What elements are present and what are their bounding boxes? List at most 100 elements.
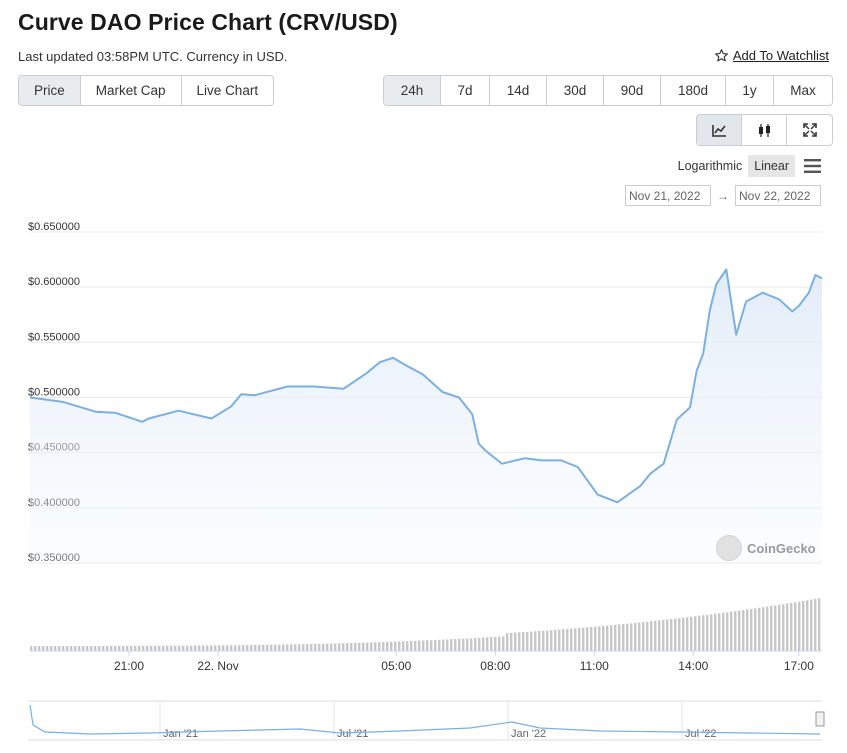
volume-bar [586,627,589,651]
volume-bar [518,632,521,651]
range-1y[interactable]: 1y [726,76,774,105]
volume-bar [42,645,45,651]
y-tick-label: $0.650000 [28,221,80,233]
volume-bar [778,604,781,651]
fullscreen-icon [802,123,817,137]
volume-bar [362,642,365,651]
volume-bar [326,643,329,651]
volume-bar [774,605,777,651]
volume-bar [566,628,569,651]
volume-bar [802,601,805,651]
volume-bar [710,614,713,651]
volume-bar [742,610,745,651]
volume-bar [694,616,697,651]
fullscreen-button[interactable] [787,115,832,145]
volume-bar [298,644,301,651]
volume-bar [174,645,177,651]
volume-bar [206,645,209,651]
tab-price[interactable]: Price [19,76,81,105]
volume-bar [730,611,733,651]
tab-live-chart[interactable]: Live Chart [196,83,259,98]
volume-bar [146,645,149,651]
volume-bar [198,645,201,651]
chart-type-tabs: Price Market Cap Live Chart [18,75,275,106]
range-24h[interactable]: 24h [384,76,441,105]
volume-bar [318,643,321,651]
volume-bar [422,640,425,651]
scale-logarithmic[interactable]: Logarithmic [677,159,743,173]
volume-bar [714,613,717,651]
volume-bar [98,645,101,651]
navigator-handle [815,711,825,727]
range-7d[interactable]: 7d [441,76,490,105]
volume-bar [470,638,473,651]
candlestick-button[interactable] [742,115,787,145]
date-to-input[interactable] [735,185,821,206]
volume-bar [474,638,477,651]
add-to-watchlist-link[interactable]: Add To Watchlist [714,48,829,63]
price-chart[interactable]: $0.650000$0.600000$0.550000$0.500000$0.4… [0,220,847,753]
last-updated-text: Last updated 03:58PM UTC. Currency in US… [18,49,288,64]
volume-bar [650,621,653,651]
volume-bar [706,614,709,651]
volume-bar [218,645,221,651]
range-180d[interactable]: 180d [661,76,726,105]
volume-bar [382,642,385,651]
page-title: Curve DAO Price Chart (CRV/USD) [18,9,398,35]
navigator-tick-label: Jul '22 [685,728,716,740]
volume-bar [66,645,69,651]
volume-bar [70,645,73,651]
volume-bar [698,615,701,651]
volume-bar [350,643,353,651]
volume-bar [354,642,357,651]
volume-bar [818,598,821,651]
x-tick-label: 21:00 [114,659,144,673]
volume-bar [170,645,173,651]
price-area [30,269,822,563]
line-chart-button[interactable] [697,115,742,145]
navigator-tick-label: Jan '22 [511,728,546,740]
volume-bar [254,644,257,651]
volume-bar [430,640,433,651]
volume-bar [246,645,249,651]
volume-bar [114,645,117,651]
volume-bar [794,602,797,651]
volume-bar [414,640,417,651]
volume-bar [338,643,341,651]
date-range-arrow: → [717,188,729,203]
volume-bar [346,643,349,651]
tab-market-cap[interactable]: Market Cap [81,76,182,105]
volume-bar [530,631,533,651]
volume-bar [582,627,585,651]
line-chart-icon [711,124,726,137]
hamburger-menu-icon[interactable] [804,159,821,173]
y-tick-label: $0.600000 [28,276,80,288]
volume-bar [406,641,409,651]
volume-bar [178,645,181,651]
volume-bar [202,645,205,651]
volume-bar [790,602,793,651]
y-tick-label: $0.500000 [28,387,80,399]
watermark-text: CoinGecko [747,540,816,556]
volume-bar [62,645,65,651]
range-30d[interactable]: 30d [547,76,604,105]
volume-bar [814,599,817,651]
volume-bar [330,643,333,651]
volume-bar [510,632,513,651]
time-range-tabs: 24h 7d 14d 30d 90d 180d 1y Max [383,75,833,106]
volume-bar [282,644,285,651]
volume-bar [294,644,297,651]
range-90d[interactable]: 90d [604,76,661,105]
scale-linear[interactable]: Linear [748,155,795,177]
volume-bar [770,606,773,651]
date-from-input[interactable] [625,185,711,206]
range-14d[interactable]: 14d [490,76,547,105]
volume-bar [806,600,809,651]
volume-bar [222,645,225,651]
volume-bar [386,641,389,651]
volume-bar [514,632,517,651]
range-max[interactable]: Max [790,83,816,98]
volume-bar [798,601,801,651]
volume-bar [82,645,85,651]
volume-bar [466,638,469,651]
